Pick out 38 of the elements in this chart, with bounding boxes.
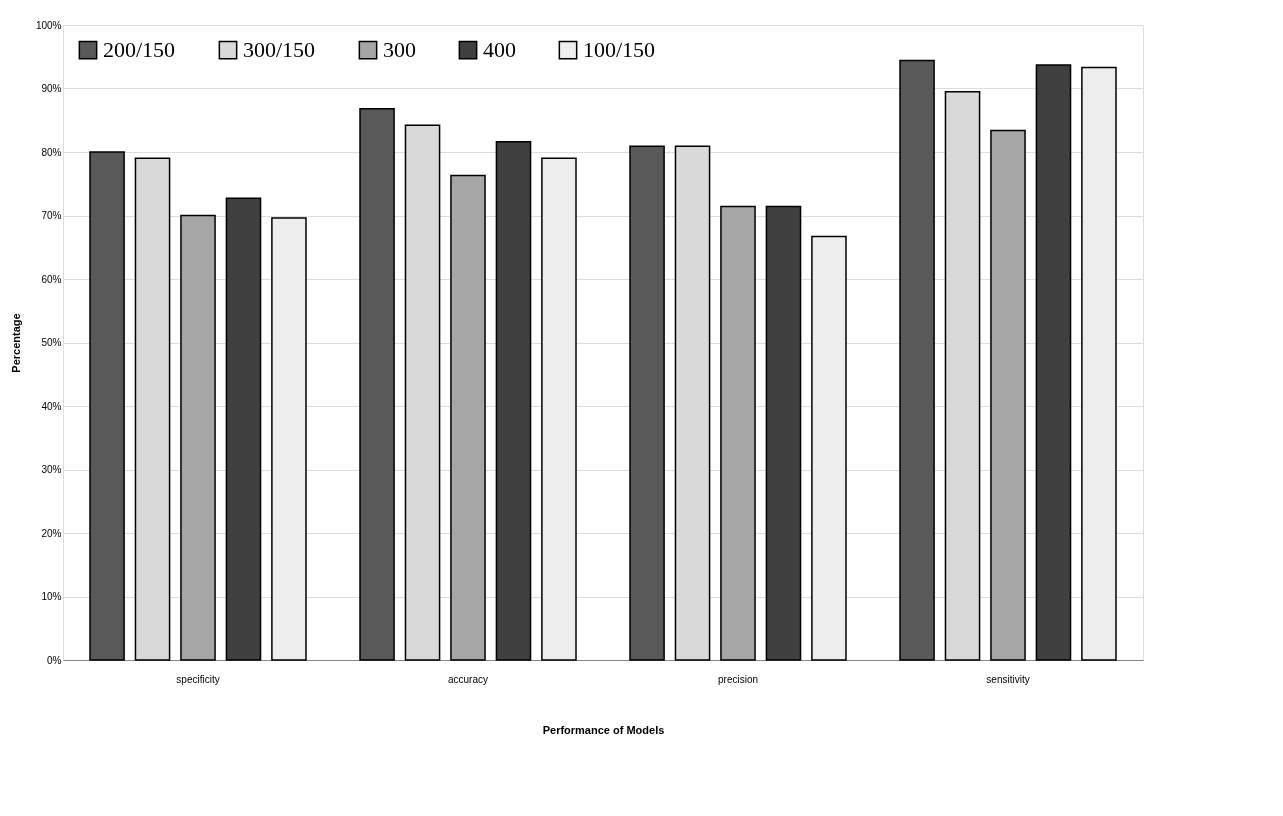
y-tick-label: 50% <box>41 337 62 348</box>
x-tick-label: precision <box>717 673 759 685</box>
y-tick-label: 70% <box>41 210 62 221</box>
y-tick-label: 30% <box>41 464 62 475</box>
x-tick-label: accuracy <box>447 673 489 685</box>
bar <box>629 145 665 661</box>
bar <box>271 217 307 661</box>
bar <box>495 141 532 661</box>
x-axis-title: Performance of Models <box>542 723 665 736</box>
y-tick-label: 100% <box>35 19 62 31</box>
bar <box>450 174 486 661</box>
bar <box>899 59 935 661</box>
bar <box>225 197 262 661</box>
bar <box>1035 64 1072 661</box>
x-tick-label: sensitivity <box>986 673 1030 685</box>
legend-label: 400 <box>483 37 516 63</box>
legend-label: 200/150 <box>103 37 176 63</box>
y-tick-label: 40% <box>41 400 62 412</box>
legend-label: 100/150 <box>583 37 656 63</box>
y-tick-label: 90% <box>41 83 62 94</box>
bar <box>89 151 125 661</box>
bar <box>811 235 847 661</box>
y-tick-label: 80% <box>41 146 62 158</box>
bar <box>180 214 216 661</box>
bar <box>720 205 756 661</box>
legend-label: 300 <box>383 37 416 63</box>
bar <box>990 129 1026 661</box>
y-tick-label: 0% <box>47 654 62 666</box>
y-tick-label: 20% <box>41 527 62 539</box>
y-tick-label: 60% <box>41 273 62 285</box>
y-axis-title: Percentage <box>9 313 22 373</box>
bar <box>1081 66 1117 661</box>
x-tick-label: specificity <box>176 673 220 685</box>
bar <box>765 205 802 661</box>
bar <box>541 157 577 661</box>
y-tick-label: 10% <box>41 591 62 602</box>
legend-label: 300/150 <box>243 37 316 63</box>
bar <box>359 108 395 661</box>
